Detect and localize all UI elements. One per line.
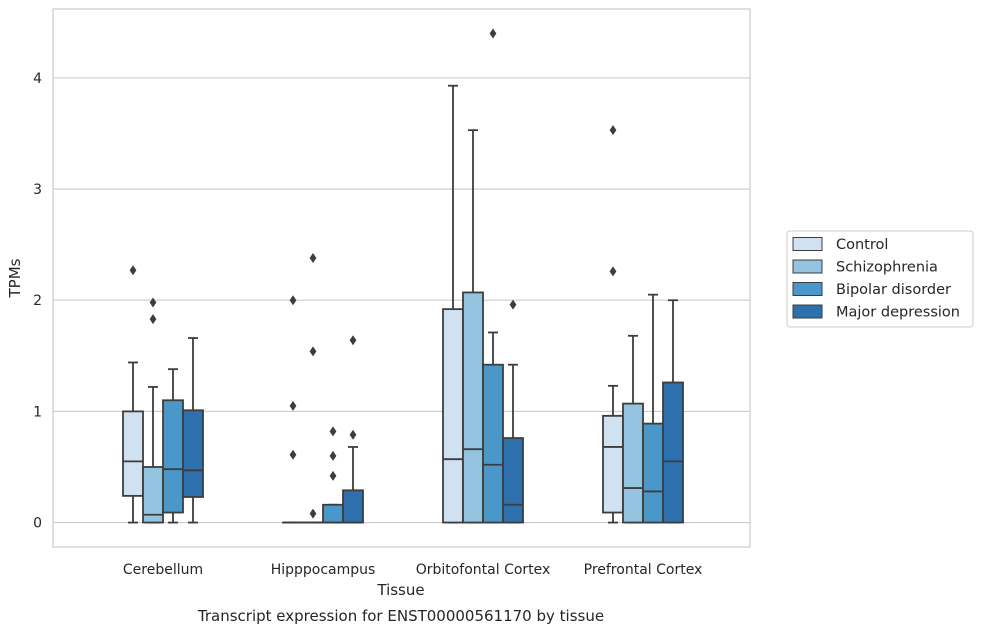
box-2-0 [442,84,464,524]
y-axis-ticks: 0 1 2 3 4 [33,71,42,532]
box-3-0 [602,125,624,524]
legend: Control Schizophrenia Bipolar disorder Majo… [786,230,974,328]
box-2-3 [502,299,524,524]
chart-caption: Transcript expression for ENST0000056117… [197,607,604,625]
legend-swatch [792,282,823,296]
x-tick-label: Hipppocampus [271,562,376,578]
outlier-point [609,125,617,136]
plot-frame [52,8,751,548]
outlier-point [129,265,137,276]
outlier-point [289,295,297,306]
iqr-box [182,409,204,498]
iqr-box [662,381,684,524]
iqr-box [462,291,484,524]
y-tick-label: 3 [33,182,42,198]
outlier-point [149,314,157,325]
outlier-point [329,450,337,461]
x-tick-label: Orbitofontal Cortex [416,562,551,578]
x-tick-label: Cerebellum [123,562,203,578]
x-axis-label: Tissue [376,581,424,599]
iqr-box [602,414,624,514]
box-3-1 [622,334,644,524]
y-tick-label: 0 [33,516,42,532]
outlier-point [149,297,157,308]
outlier-point [349,335,357,346]
y-tick-label: 4 [33,71,42,87]
iqr-box [502,437,524,524]
y-tick-label: 2 [33,293,42,309]
y-tick-label: 1 [33,404,42,420]
y-axis-label: TPMs [6,258,24,298]
outlier-point [349,429,357,440]
outlier-point [509,299,517,310]
outlier-point [309,252,317,263]
outlier-point [289,449,297,460]
box-1-0 [282,295,304,524]
x-axis-ticks: Cerebellum Hipppocampus Orbitofontal Corte… [123,562,702,578]
legend-frame [786,230,974,328]
box-1-1 [302,252,324,524]
outlier-point [329,470,337,481]
iqr-box [442,308,464,524]
outlier-point [609,266,617,277]
box-0-0 [122,265,144,524]
legend-swatch [792,237,823,251]
iqr-box [322,503,344,524]
outlier-point [309,508,317,519]
iqr-box [342,489,364,524]
legend-label: Control [836,237,888,253]
legend-swatch [792,304,823,319]
legend-label: Major depression [836,305,960,321]
legend-label: Schizophrenia [836,260,938,276]
box-layer [122,28,684,524]
box-0-3 [182,337,204,524]
box-0-1 [142,297,164,524]
box-0-2 [162,368,184,524]
outlier-point [329,426,337,437]
iqr-box [642,422,664,524]
outlier-point [289,400,297,411]
outlier-point [309,346,317,357]
iqr-box [162,399,184,514]
box-2-1 [462,129,484,524]
legend-swatch [792,259,823,274]
x-tick-label: Prefrontal Cortex [584,562,703,578]
box-1-3 [342,335,364,524]
outlier-point [489,28,497,39]
box-1-2 [322,426,344,524]
iqr-box [622,402,644,524]
legend-label: Bipolar disorder [836,282,951,298]
iqr-box [122,410,144,497]
box-3-3 [662,299,684,524]
iqr-box [482,363,504,524]
box-2-2 [482,28,504,524]
box-3-2 [642,293,664,524]
